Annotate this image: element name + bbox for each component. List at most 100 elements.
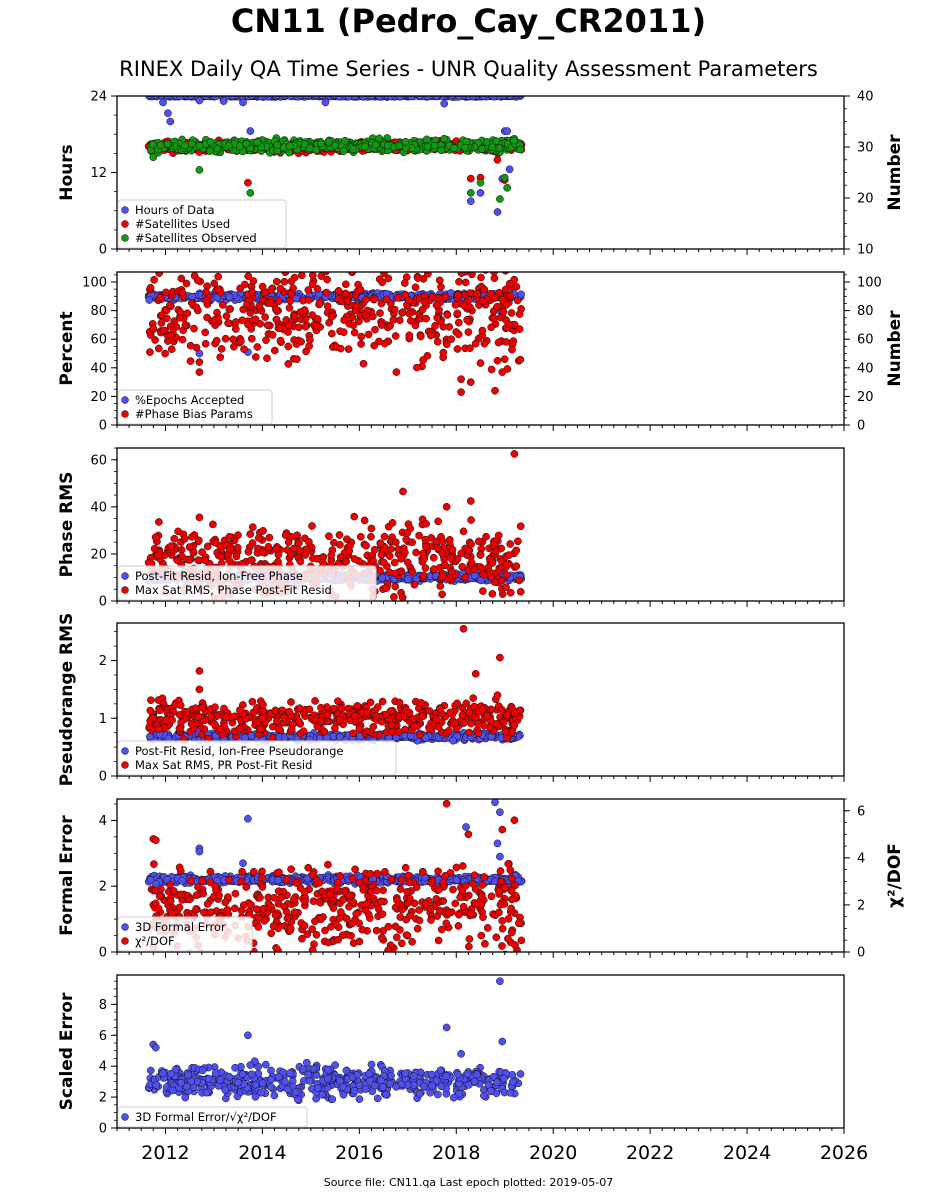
data-point bbox=[487, 705, 495, 714]
data-point bbox=[443, 311, 452, 319]
data-point bbox=[503, 711, 512, 719]
data-point bbox=[416, 332, 425, 341]
data-point bbox=[512, 546, 521, 555]
data-point bbox=[415, 730, 424, 739]
data-point bbox=[149, 324, 158, 333]
data-point bbox=[146, 283, 155, 292]
data-point bbox=[159, 98, 167, 107]
data-point bbox=[275, 297, 283, 305]
data-point bbox=[264, 542, 273, 551]
data-point bbox=[367, 524, 376, 533]
data-point bbox=[448, 96, 456, 100]
data-point bbox=[433, 544, 442, 553]
data-point bbox=[474, 537, 483, 546]
data-point bbox=[334, 697, 342, 706]
data-point bbox=[438, 573, 446, 581]
data-point bbox=[369, 722, 378, 731]
data-point bbox=[246, 189, 255, 197]
data-point bbox=[489, 96, 498, 101]
data-point bbox=[341, 280, 350, 289]
y-axis-label: Hours bbox=[57, 144, 77, 201]
data-point bbox=[445, 323, 454, 331]
data-point bbox=[442, 340, 451, 349]
data-point bbox=[516, 355, 525, 364]
data-point bbox=[331, 141, 339, 150]
data-point bbox=[435, 276, 444, 285]
data-point bbox=[212, 336, 221, 345]
data-point bbox=[517, 290, 525, 299]
data-point bbox=[251, 353, 260, 361]
data-point bbox=[325, 532, 333, 541]
data-point bbox=[411, 321, 420, 330]
legend-box bbox=[117, 199, 287, 249]
data-point bbox=[376, 309, 384, 317]
data-point bbox=[378, 278, 387, 287]
data-point bbox=[433, 337, 442, 346]
data-point bbox=[241, 733, 249, 742]
data-point bbox=[187, 139, 196, 148]
legend-marker bbox=[121, 220, 129, 228]
y-tick-label: 0 bbox=[99, 243, 107, 258]
data-point bbox=[405, 296, 414, 305]
data-point bbox=[166, 331, 175, 340]
y2-tick-label: 0 bbox=[857, 419, 865, 434]
data-point bbox=[244, 178, 252, 187]
y-tick-label: 60 bbox=[90, 333, 107, 348]
data-point bbox=[216, 724, 225, 733]
data-point bbox=[440, 134, 449, 143]
data-point bbox=[453, 345, 462, 353]
data-point bbox=[359, 359, 368, 368]
data-point bbox=[349, 729, 357, 738]
data-point bbox=[457, 549, 466, 558]
data-point bbox=[301, 96, 310, 100]
data-point bbox=[488, 143, 497, 152]
data-point bbox=[385, 568, 394, 577]
data-point bbox=[442, 502, 451, 511]
data-point bbox=[434, 294, 443, 302]
data-point bbox=[494, 531, 503, 540]
data-point bbox=[349, 321, 358, 330]
data-point bbox=[498, 368, 507, 376]
data-point bbox=[482, 532, 490, 541]
data-point bbox=[502, 571, 511, 579]
data-point bbox=[391, 332, 400, 340]
data-point bbox=[375, 731, 384, 739]
data-point bbox=[192, 303, 201, 312]
data-point bbox=[380, 532, 389, 541]
data-point bbox=[261, 313, 269, 321]
data-point bbox=[505, 320, 513, 329]
data-point bbox=[201, 339, 210, 348]
data-point bbox=[340, 316, 348, 324]
y-tick-label: 0 bbox=[99, 595, 107, 610]
data-point bbox=[195, 96, 204, 105]
y-tick-label: 100 bbox=[82, 276, 107, 291]
data-point bbox=[433, 314, 441, 322]
legend-marker bbox=[121, 396, 129, 404]
data-point bbox=[164, 109, 172, 118]
data-point bbox=[221, 334, 230, 343]
data-point bbox=[218, 301, 227, 309]
data-point bbox=[272, 544, 281, 553]
data-point bbox=[224, 319, 232, 328]
data-point bbox=[471, 571, 479, 580]
data-point bbox=[405, 331, 414, 340]
data-point bbox=[463, 316, 471, 324]
data-point bbox=[296, 557, 305, 566]
data-point bbox=[418, 712, 427, 721]
data-point bbox=[437, 283, 445, 291]
data-point bbox=[267, 285, 276, 294]
data-point bbox=[287, 277, 296, 286]
data-point bbox=[244, 320, 252, 329]
data-point bbox=[377, 321, 386, 329]
data-point bbox=[418, 305, 427, 314]
data-point bbox=[226, 545, 234, 554]
data-point bbox=[360, 516, 369, 525]
data-point bbox=[403, 558, 412, 567]
data-point bbox=[185, 556, 194, 564]
data-point bbox=[163, 140, 172, 148]
data-point bbox=[421, 564, 430, 572]
data-points bbox=[145, 624, 525, 745]
